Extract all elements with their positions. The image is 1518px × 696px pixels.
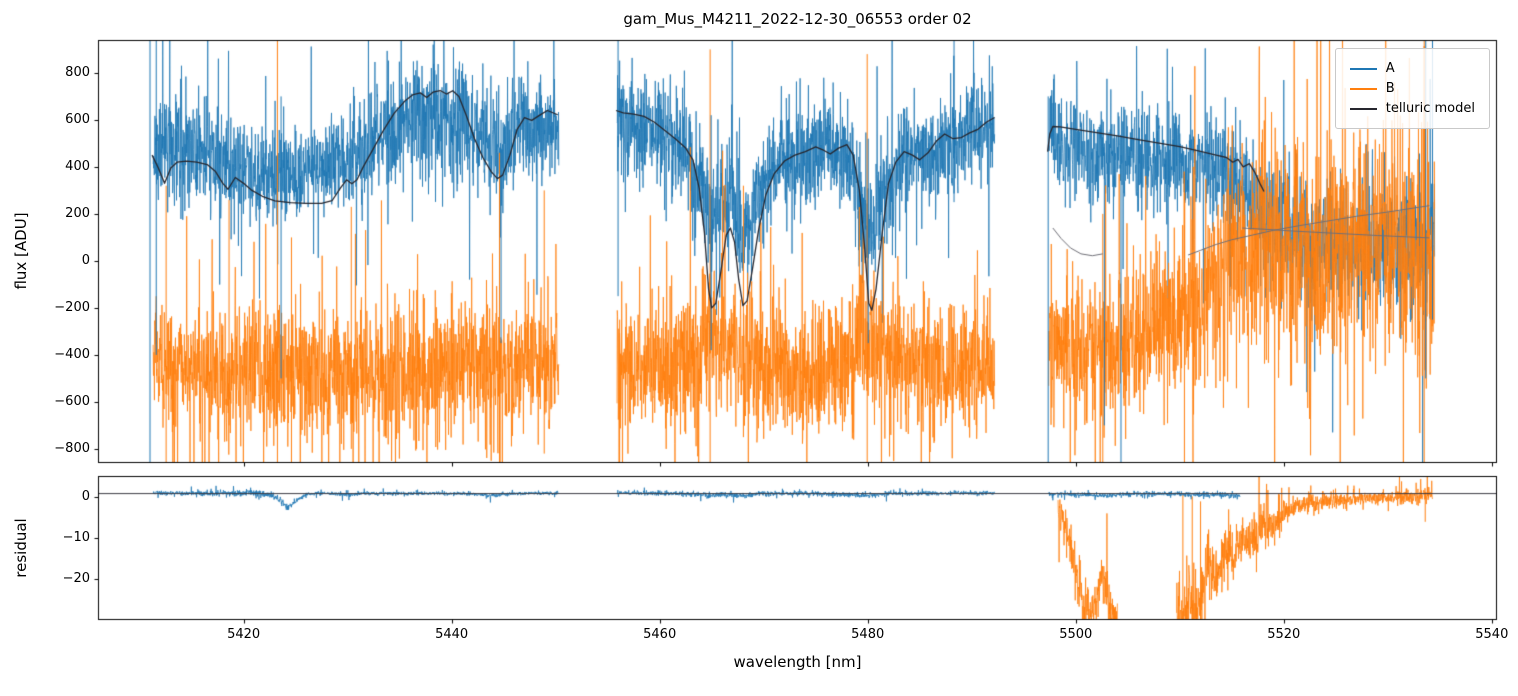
y-tick-label: 0: [81, 489, 90, 505]
x-tick-label: 5480: [851, 627, 885, 642]
legend-swatch-telluric: [1349, 107, 1377, 110]
legend-swatch-a: [1349, 67, 1377, 70]
legend-label-a: A: [1385, 61, 1395, 76]
legend: A B telluric model: [1334, 48, 1490, 129]
wavelength-axis-label: wavelength [nm]: [733, 653, 862, 671]
x-tick-label: 5500: [1059, 627, 1093, 642]
y-tick-label: −200: [54, 299, 90, 315]
y-tick-label: −20: [62, 571, 90, 587]
y-tick-label: −800: [54, 440, 90, 456]
chart-title: gam_Mus_M4211_2022-12-30_06553 order 02: [623, 10, 972, 28]
y-tick-label: 400: [65, 158, 90, 174]
legend-label-telluric: telluric model: [1385, 101, 1475, 116]
flux-axis-label: flux [ADU]: [12, 212, 30, 290]
x-tick-label: 5420: [227, 627, 261, 642]
y-tick-label: 0: [81, 252, 90, 268]
y-tick-label: −10: [62, 530, 90, 546]
legend-item-a: A: [1349, 61, 1475, 76]
y-tick-label: −400: [54, 346, 90, 362]
legend-item-telluric: telluric model: [1349, 101, 1475, 116]
y-tick-label: 600: [65, 111, 90, 127]
legend-label-b: B: [1385, 81, 1395, 96]
x-tick-label: 5520: [1267, 627, 1301, 642]
x-tick-label: 5440: [435, 627, 469, 642]
x-tick-label: 5540: [1475, 627, 1509, 642]
residual-axis-label: residual: [12, 518, 30, 578]
x-tick-label: 5460: [643, 627, 677, 642]
legend-swatch-b: [1349, 87, 1377, 90]
y-tick-label: −600: [54, 393, 90, 409]
legend-item-b: B: [1349, 81, 1475, 96]
y-tick-label: 800: [65, 64, 90, 80]
y-tick-label: 200: [65, 205, 90, 221]
